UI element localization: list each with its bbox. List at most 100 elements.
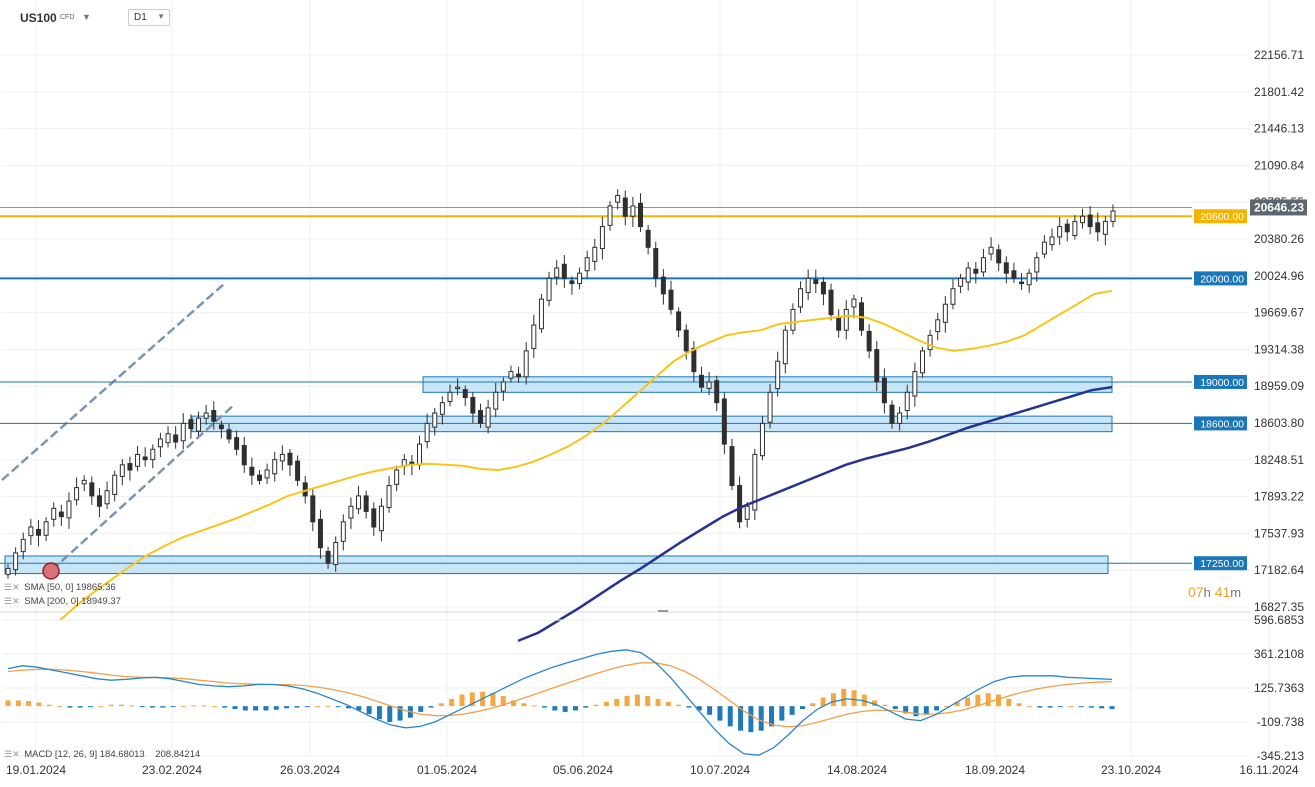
candle-bull xyxy=(523,350,529,378)
macd-hist-bar-neg xyxy=(428,706,434,708)
price-tick-label: 16827.35 xyxy=(1254,600,1304,614)
candle-bear xyxy=(58,511,64,518)
candle-bear xyxy=(142,456,148,461)
legend-sma50[interactable]: ☰✕ SMA [50, 0] 19865.36 xyxy=(4,582,116,593)
legend-sma200-text: SMA [200, 0] xyxy=(24,596,79,607)
macd-hist-bar-neg xyxy=(366,706,372,715)
macd-hist-bar-pos xyxy=(1068,706,1074,708)
macd-hist-bar-pos xyxy=(1026,706,1032,708)
legend-sma200-value: 18949.37 xyxy=(81,596,121,607)
timeframe-select[interactable]: D1 ▼ xyxy=(128,9,170,26)
macd-hist-bar-neg xyxy=(779,706,785,721)
candle-bear xyxy=(996,249,1002,264)
candle-bull xyxy=(958,277,964,287)
macd-hist-bar-neg xyxy=(1099,706,1105,709)
macd-hist-bar-pos xyxy=(820,697,826,707)
candle-bull xyxy=(1102,220,1108,235)
candle-bear xyxy=(287,452,293,466)
candle-bear xyxy=(516,373,522,378)
candle-bear xyxy=(470,396,476,414)
candle-bear xyxy=(234,437,240,450)
candle-timer: 07h 41m xyxy=(1188,584,1241,600)
menu-icon[interactable]: ☰✕ xyxy=(4,749,20,759)
candle-bull xyxy=(272,459,278,475)
macd-hist-bar-neg xyxy=(335,706,341,708)
macd-hist-bar-pos xyxy=(810,703,816,707)
candle-bull xyxy=(935,319,941,333)
macd-hist-bar-neg xyxy=(273,706,279,710)
candle-bull xyxy=(630,205,636,217)
candle-bull xyxy=(485,407,491,428)
macd-hist-bar-pos xyxy=(965,697,971,707)
macd-hist-bar-pos xyxy=(655,698,661,707)
sma200-line xyxy=(517,385,1113,643)
sma50-line xyxy=(59,289,1113,621)
candle-bull xyxy=(843,308,849,331)
date-tick-label: 19.01.2024 xyxy=(6,763,66,777)
legend-sma200[interactable]: ☰✕ SMA [200, 0] 18949.37 xyxy=(4,596,121,607)
menu-icon[interactable]: ☰✕ xyxy=(4,596,20,606)
candle-bull xyxy=(112,474,118,495)
macd-hist-bar-neg xyxy=(583,706,589,708)
macd-hist-bar-neg xyxy=(1057,706,1063,708)
macd-hist-bar-neg xyxy=(562,706,568,712)
support-zone xyxy=(422,376,1113,393)
candle-bear xyxy=(737,485,743,523)
macd-hist-bar-pos xyxy=(665,701,671,707)
macd-hist-bar-pos xyxy=(438,703,444,707)
candle-bull xyxy=(508,371,514,379)
level-tag-label: 17250.00 xyxy=(1200,558,1244,570)
macd-hist-bar-neg xyxy=(1078,706,1084,708)
candle-bear xyxy=(660,276,666,295)
chevron-down-icon[interactable]: ▼ xyxy=(82,12,91,22)
candle-bull xyxy=(1049,236,1055,246)
price-tick-label: 18248.51 xyxy=(1254,453,1304,467)
price-tick-label: 17182.64 xyxy=(1254,563,1304,577)
macd-hist-bar-pos xyxy=(490,693,496,707)
macd-hist-bar-neg xyxy=(1047,706,1053,708)
price-tick-label: 21801.42 xyxy=(1254,85,1304,99)
macd-hist-bar-pos xyxy=(676,704,682,707)
support-zone xyxy=(191,415,1113,433)
candle-bull xyxy=(752,453,758,511)
legend-macd[interactable]: ☰✕ MACD [12, 26, 9] 184.68013 208.84214 xyxy=(4,749,200,760)
candle-bear xyxy=(89,482,95,497)
macd-hist-bar-neg xyxy=(253,706,259,711)
candle-bull xyxy=(759,422,765,457)
date-tick-label: 10.07.2024 xyxy=(690,763,750,777)
macd-hist-bar-pos xyxy=(469,692,475,707)
macd-hist-bar-neg xyxy=(727,706,733,727)
price-tick-label: 18603.80 xyxy=(1254,416,1304,430)
macd-hist-bar-neg xyxy=(1037,706,1043,708)
candle-bull xyxy=(378,505,384,532)
chevron-down-icon: ▼ xyxy=(157,12,165,21)
candle-bull xyxy=(180,422,186,442)
candle-bull xyxy=(104,490,110,505)
macd-hist-bar-pos xyxy=(191,705,197,707)
macd-hist-bar-neg xyxy=(139,706,145,708)
candle-bull xyxy=(417,443,423,466)
macd-hist-bar-pos xyxy=(15,700,21,707)
candle-bull xyxy=(775,360,781,390)
macd-hist-bar-pos xyxy=(1016,703,1022,707)
legend-macd-values: 184.68013 208.84214 xyxy=(99,749,201,760)
candle-bear xyxy=(668,289,674,310)
candle-bull xyxy=(790,308,796,331)
candle-bull xyxy=(66,500,72,519)
candle-bear xyxy=(569,280,575,285)
symbol-label[interactable]: US100 xyxy=(20,11,57,25)
macd-hist-bar-pos xyxy=(996,694,1002,707)
candle-bull xyxy=(538,298,544,330)
macd-panel: 596.6853 361.2108 125.7363 -109.738 -345.213 xyxy=(2,613,1304,763)
candle-bear xyxy=(973,268,979,274)
timer-minutes-unit: m xyxy=(1230,585,1242,600)
macd-hist-bar-neg xyxy=(552,706,558,711)
macd-hist-bar-pos xyxy=(985,693,991,707)
candle-bull xyxy=(165,433,171,444)
date-tick-label: 23.10.2024 xyxy=(1101,763,1161,777)
candle-bear xyxy=(317,518,323,549)
menu-icon[interactable]: ☰✕ xyxy=(4,582,20,592)
price-tick-label: 17537.93 xyxy=(1254,526,1304,540)
